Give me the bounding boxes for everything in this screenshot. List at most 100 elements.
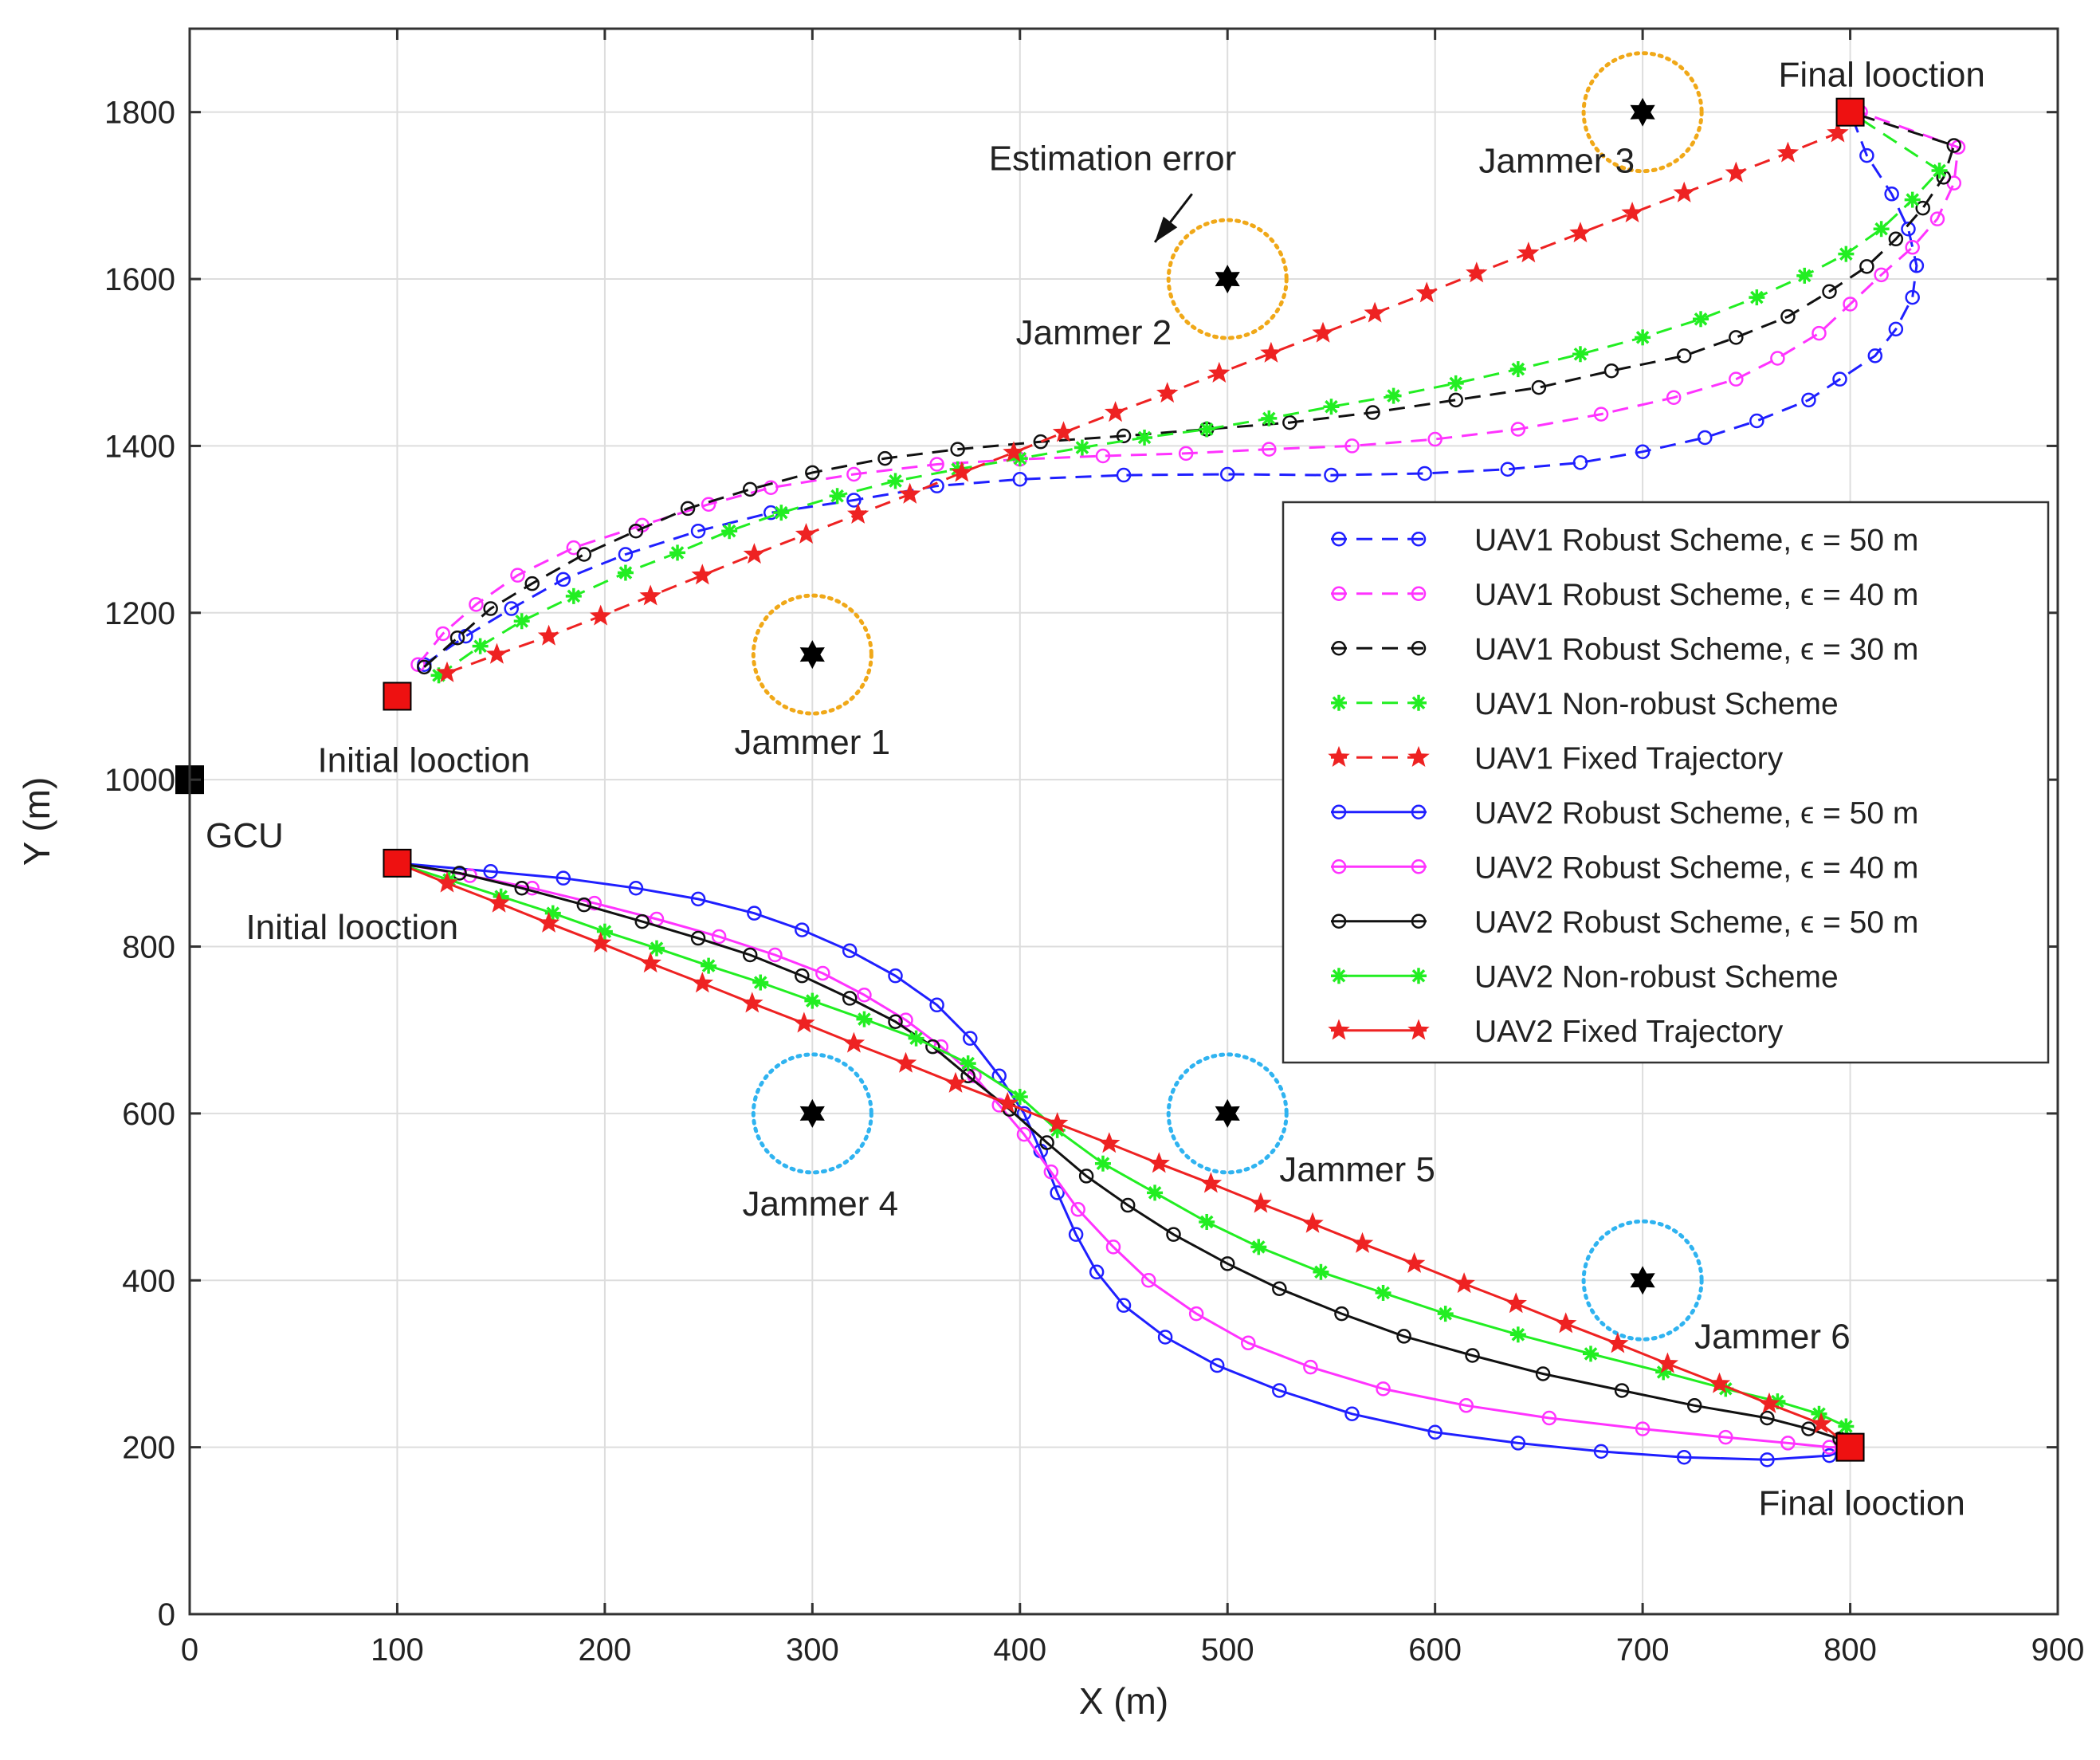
data-point-marker bbox=[1822, 284, 1837, 300]
data-point-marker bbox=[1946, 138, 1962, 153]
data-point-marker bbox=[1250, 1239, 1267, 1255]
data-point-marker bbox=[1760, 1410, 1775, 1426]
data-point-marker bbox=[1331, 532, 1347, 547]
data-point-marker bbox=[929, 457, 944, 472]
data-point-marker bbox=[877, 450, 893, 466]
x-tick-label: 0 bbox=[181, 1632, 198, 1668]
data-point-marker bbox=[1334, 1306, 1349, 1322]
location-label: Final looction bbox=[1759, 1484, 1965, 1523]
data-point-marker bbox=[1012, 472, 1028, 487]
data-point-marker bbox=[1116, 428, 1132, 444]
data-point-marker bbox=[628, 880, 644, 896]
data-point-marker bbox=[1105, 1239, 1121, 1255]
data-point-marker bbox=[1199, 1172, 1223, 1193]
jammer-marker-icon bbox=[1215, 265, 1240, 294]
data-point-marker bbox=[960, 1055, 976, 1072]
data-point-marker bbox=[815, 965, 830, 981]
data-point-marker bbox=[1331, 968, 1347, 984]
marker-stroke bbox=[701, 959, 716, 972]
legend: UAV1 Robust Scheme, ϵ = 50 m UAV1 Robust … bbox=[1282, 501, 2050, 1064]
location-label: Initial looction bbox=[245, 908, 458, 947]
data-point-marker bbox=[1116, 467, 1132, 483]
data-point-marker bbox=[1448, 392, 1463, 408]
data-point-marker bbox=[1822, 1440, 1837, 1455]
x-tick-label: 400 bbox=[993, 1632, 1046, 1668]
data-point-marker bbox=[1052, 421, 1075, 442]
x-tick-label: 600 bbox=[1408, 1632, 1462, 1668]
data-point-marker bbox=[1385, 387, 1402, 404]
data-point-marker bbox=[485, 642, 508, 664]
data-point-marker bbox=[1272, 1383, 1287, 1398]
data-point-marker bbox=[587, 895, 603, 911]
data-point-marker bbox=[576, 547, 592, 562]
x-tick-label: 300 bbox=[786, 1632, 839, 1668]
y-tick-label: 1800 bbox=[104, 96, 175, 131]
jammer-marker-icon bbox=[1630, 1266, 1655, 1295]
legend-entry: UAV2 Robust Scheme, ϵ = 40 m bbox=[1331, 851, 1918, 885]
legend-label: UAV1 Non-robust Scheme bbox=[1474, 687, 1839, 721]
data-point-marker bbox=[1324, 467, 1339, 483]
data-point-marker bbox=[1313, 1263, 1329, 1280]
marker-stroke bbox=[618, 566, 633, 579]
marker-stroke bbox=[515, 614, 529, 628]
data-point-marker bbox=[628, 523, 644, 539]
marker-stroke bbox=[1332, 696, 1346, 710]
data-point-marker bbox=[908, 1030, 924, 1047]
legend-entry: UAV1 Fixed Trajectory bbox=[1328, 741, 1784, 776]
data-point-marker bbox=[1070, 1202, 1085, 1217]
data-point-marker bbox=[589, 604, 612, 626]
data-point-marker bbox=[691, 564, 714, 585]
plot-frame bbox=[188, 27, 2059, 1616]
data-point-marker bbox=[1147, 1184, 1164, 1201]
data-point-marker bbox=[1635, 1421, 1651, 1436]
jammer-label: Jammer 3 bbox=[1479, 142, 1635, 181]
marker-stroke bbox=[1635, 331, 1650, 344]
data-point-marker bbox=[1811, 325, 1827, 341]
data-point-marker bbox=[842, 991, 858, 1006]
data-point-marker bbox=[1141, 1273, 1156, 1288]
data-point-marker bbox=[1822, 1448, 1837, 1463]
data-point-marker bbox=[1328, 745, 1350, 767]
data-point-marker bbox=[617, 564, 634, 581]
data-point-marker bbox=[1749, 413, 1764, 429]
jammer-marker-icon bbox=[1215, 1098, 1240, 1128]
legend-entry: UAV2 Fixed Trajectory bbox=[1328, 1015, 1784, 1049]
data-point-marker bbox=[829, 488, 846, 505]
legend-entry: UAV1 Robust Scheme, ϵ = 30 m bbox=[1331, 632, 1918, 666]
data-point-marker bbox=[1697, 430, 1713, 446]
data-point-marker bbox=[894, 1051, 917, 1073]
data-point-marker bbox=[944, 1071, 967, 1093]
data-point-marker bbox=[1396, 1329, 1411, 1344]
marker-stroke bbox=[1199, 1215, 1214, 1229]
data-point-marker bbox=[488, 891, 510, 913]
data-point-marker bbox=[1331, 804, 1347, 819]
data-point-marker bbox=[1046, 1112, 1069, 1133]
data-point-marker bbox=[929, 997, 944, 1013]
data-point-marker bbox=[510, 568, 525, 583]
marker-stroke bbox=[1750, 290, 1764, 304]
legend-label: UAV2 Robust Scheme, ϵ = 50 m bbox=[1474, 796, 1918, 831]
data-point-marker bbox=[1583, 1346, 1599, 1362]
data-point-marker bbox=[436, 661, 458, 682]
y-axis-label: Y (m) bbox=[16, 777, 57, 866]
data-point-marker bbox=[1904, 191, 1921, 208]
data-point-marker bbox=[1725, 161, 1748, 183]
marker-stroke bbox=[1584, 1347, 1598, 1361]
data-point-marker bbox=[513, 613, 530, 630]
data-point-marker bbox=[1810, 1412, 1832, 1433]
marker-stroke bbox=[961, 1056, 975, 1071]
data-point-marker bbox=[472, 638, 489, 654]
data-point-marker bbox=[1718, 1429, 1733, 1445]
data-point-marker bbox=[690, 523, 706, 539]
data-point-marker bbox=[1219, 1256, 1235, 1271]
series-line bbox=[423, 112, 1918, 666]
data-point-marker bbox=[1621, 201, 1643, 223]
legend-entry: UAV2 Robust Scheme, ϵ = 50 m bbox=[1331, 796, 1918, 831]
data-point-marker bbox=[1199, 421, 1215, 438]
data-point-marker bbox=[1572, 455, 1588, 470]
data-point-marker bbox=[1328, 1019, 1350, 1040]
location-marker bbox=[383, 848, 412, 878]
data-point-marker bbox=[795, 922, 810, 937]
data-point-marker bbox=[1415, 281, 1438, 303]
marker-stroke bbox=[1075, 441, 1089, 454]
